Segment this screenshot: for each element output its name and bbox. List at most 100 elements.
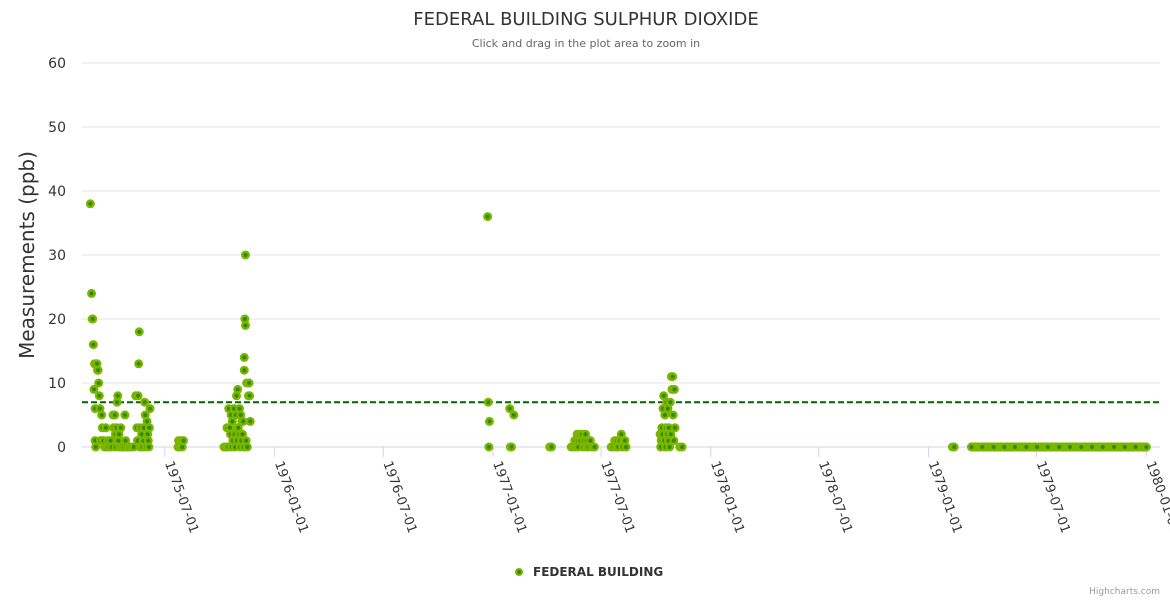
data-point[interactable]: [483, 212, 493, 222]
data-point-center: [487, 419, 492, 424]
data-point[interactable]: [484, 416, 494, 426]
credits-link[interactable]: Highcharts.com: [1089, 587, 1160, 597]
y-tick-label: 50: [48, 120, 66, 136]
data-point[interactable]: [89, 384, 99, 394]
data-point[interactable]: [120, 410, 130, 420]
data-point-center: [671, 413, 676, 417]
data-point[interactable]: [546, 442, 556, 452]
data-point-center: [1035, 445, 1040, 449]
data-point[interactable]: [665, 397, 675, 407]
data-point[interactable]: [1098, 442, 1108, 452]
data-point-center: [662, 413, 667, 417]
data-point[interactable]: [133, 391, 143, 401]
data-point[interactable]: [1010, 442, 1020, 452]
data-point-center: [242, 368, 247, 373]
data-point[interactable]: [144, 423, 154, 433]
legend-item-federal-building[interactable]: FEDERAL BUILDING: [515, 565, 663, 579]
data-point-center: [1057, 445, 1062, 449]
data-point-center: [243, 323, 248, 328]
data-point[interactable]: [140, 397, 150, 407]
data-point[interactable]: [483, 397, 493, 407]
data-point[interactable]: [621, 442, 631, 452]
y-axis-ticks: 0 10 20 30 40 50 60: [48, 56, 66, 456]
data-point[interactable]: [144, 442, 154, 452]
data-point-center: [236, 425, 241, 430]
x-tick-label: 1976-01-01: [271, 459, 311, 535]
data-point[interactable]: [1043, 442, 1053, 452]
data-point[interactable]: [505, 404, 515, 414]
data-point-center: [665, 406, 670, 411]
y-tick-label: 10: [48, 376, 66, 392]
data-point[interactable]: [244, 378, 254, 388]
data-point[interactable]: [233, 384, 243, 394]
data-point-center: [672, 387, 677, 392]
data-point[interactable]: [101, 423, 111, 433]
data-point[interactable]: [668, 410, 678, 420]
data-point[interactable]: [509, 410, 519, 420]
data-point[interactable]: [85, 199, 95, 209]
data-point-center: [139, 432, 144, 437]
data-point[interactable]: [145, 404, 155, 414]
data-point[interactable]: [668, 372, 678, 382]
data-point[interactable]: [1076, 442, 1086, 452]
data-point-center: [1100, 445, 1105, 449]
data-point[interactable]: [134, 359, 144, 369]
data-point-center: [115, 393, 120, 398]
data-point[interactable]: [87, 288, 97, 298]
x-tick-label: 1977-01-01: [489, 459, 529, 535]
data-point-center: [245, 445, 250, 449]
data-point[interactable]: [238, 416, 248, 426]
data-point-center: [668, 400, 673, 405]
data-point[interactable]: [88, 340, 98, 350]
x-tick-label: 1977-07-01: [597, 459, 637, 535]
data-point[interactable]: [134, 327, 144, 337]
data-point[interactable]: [88, 314, 98, 324]
data-point[interactable]: [110, 410, 120, 420]
data-point[interactable]: [239, 352, 249, 362]
data-point[interactable]: [245, 391, 255, 401]
data-point[interactable]: [1021, 442, 1031, 452]
data-point[interactable]: [589, 442, 599, 452]
data-point[interactable]: [94, 378, 104, 388]
data-point[interactable]: [507, 442, 517, 452]
data-point[interactable]: [94, 391, 104, 401]
data-point[interactable]: [242, 442, 252, 452]
x-tick-label: 1979-07-01: [1033, 459, 1073, 535]
grid-lines: [82, 62, 1160, 448]
data-point[interactable]: [239, 365, 249, 375]
series-federal-building[interactable]: [85, 199, 1151, 452]
data-point[interactable]: [677, 442, 687, 452]
y-tick-label: 30: [48, 248, 66, 264]
data-point[interactable]: [240, 320, 250, 330]
data-point-center: [671, 438, 676, 443]
data-point[interactable]: [93, 365, 103, 375]
data-point[interactable]: [1065, 442, 1075, 452]
data-point[interactable]: [91, 442, 101, 452]
data-point[interactable]: [670, 423, 680, 433]
data-point-center: [952, 445, 957, 449]
data-point[interactable]: [113, 391, 123, 401]
data-point[interactable]: [989, 442, 999, 452]
data-point[interactable]: [1032, 442, 1042, 452]
data-point[interactable]: [966, 442, 976, 452]
data-point[interactable]: [1087, 442, 1097, 452]
data-point[interactable]: [245, 416, 255, 426]
data-point-center: [96, 368, 101, 373]
data-point[interactable]: [949, 442, 959, 452]
data-point[interactable]: [669, 384, 679, 394]
data-point[interactable]: [240, 250, 250, 260]
data-point[interactable]: [999, 442, 1009, 452]
data-point[interactable]: [977, 442, 987, 452]
data-point[interactable]: [484, 442, 494, 452]
data-point[interactable]: [669, 436, 679, 446]
data-point[interactable]: [97, 410, 107, 420]
data-point[interactable]: [1109, 442, 1119, 452]
data-point[interactable]: [178, 436, 188, 446]
data-point[interactable]: [1131, 442, 1141, 452]
data-point[interactable]: [1120, 442, 1130, 452]
data-point[interactable]: [665, 442, 675, 452]
data-point[interactable]: [1141, 442, 1151, 452]
data-point[interactable]: [116, 423, 126, 433]
data-point[interactable]: [1054, 442, 1064, 452]
